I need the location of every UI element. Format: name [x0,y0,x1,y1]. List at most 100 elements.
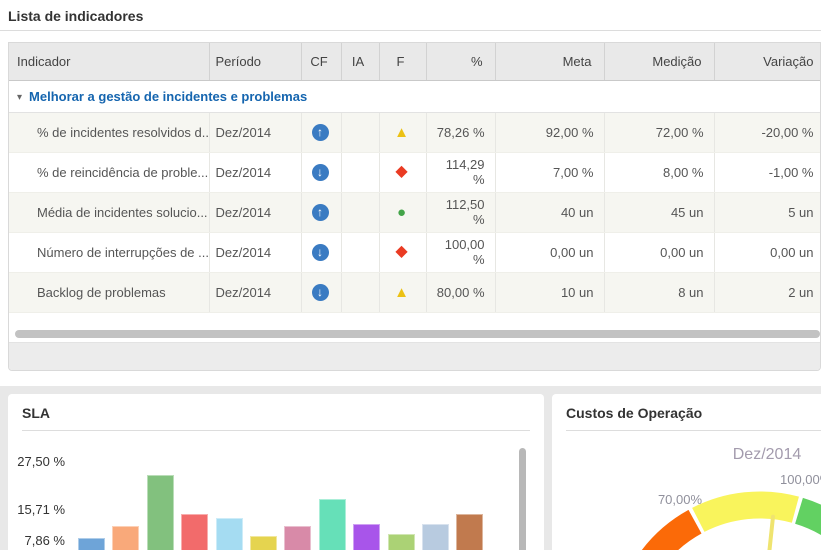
y-axis-tick-label: 7,86 % [24,533,65,549]
pct-cell: 80,00 % [426,272,496,313]
bar [216,518,243,550]
cf-cell: ↓ [301,152,342,193]
meta-cell: 92,00 % [495,112,605,153]
bar [250,535,277,550]
f-cell: ● [379,192,427,233]
indicator-name-cell: Backlog de problemas [9,272,210,313]
gauge-period-label: Dez/2014 [732,446,802,463]
col-header-pct[interactable]: % [426,43,496,81]
meta-cell: 40 un [495,192,605,233]
sla-panel: SLA 27,50 % 15,71 % 7,86 % [8,394,544,550]
meta-cell: 10 un [495,272,605,313]
table-row[interactable]: Número de interrupções de ... Dez/2014 ↓ ◆ 1… [9,232,820,273]
medicao-cell: 8 un [604,272,715,313]
medicao-cell: 72,00 % [604,112,715,153]
trend-down-icon: ↓ [311,163,329,181]
variacao-cell: -20,00 % [714,112,820,153]
indicator-name-cell: % de incidentes resolvidos d... [9,112,210,153]
bar [319,498,346,550]
indicator-name-cell: Número de interrupções de ... [9,232,210,273]
bar [284,525,311,550]
period-cell: Dez/2014 [209,272,302,313]
collapse-caret-icon[interactable]: ▾ [17,91,23,103]
table-header-row: Indicador Período CF IA F % Meta Medição… [9,43,820,81]
period-cell: Dez/2014 [209,192,302,233]
status-ok-icon: ● [396,203,407,221]
meta-cell: 7,00 % [495,152,605,193]
ia-cell [341,272,380,313]
col-header-ia[interactable]: IA [341,43,380,81]
vertical-scrollbar[interactable] [519,448,526,550]
period-cell: Dez/2014 [209,232,302,273]
variacao-cell: -1,00 % [714,152,820,193]
period-cell: Dez/2014 [209,152,302,193]
variacao-cell: 5 un [714,192,820,233]
status-warning-icon: ▲ [394,123,409,141]
ia-cell [341,112,380,153]
pct-cell: 114,29 % [426,152,496,193]
sla-panel-title: SLA [22,394,530,431]
y-axis-tick-label: 15,71 % [17,501,65,517]
bar [181,514,208,550]
status-critical-icon: ◆ [395,163,408,180]
col-header-f[interactable]: F [379,43,427,81]
col-header-cf[interactable]: CF [301,43,342,81]
costs-panel-title: Custos de Operação [566,394,821,431]
bar [353,523,380,550]
status-critical-icon: ◆ [395,243,408,260]
title-divider [0,30,821,31]
gauge-segment [692,491,799,533]
col-header-meta[interactable]: Meta [495,43,605,81]
bar [112,525,139,550]
horizontal-scrollbar[interactable] [15,330,820,338]
trend-down-icon: ↓ [311,243,329,261]
table-row[interactable]: Backlog de problemas Dez/2014 ↓ ▲ 80,00 % 10 … [9,272,820,313]
col-header-periodo[interactable]: Período [209,43,302,81]
cf-cell: ↓ [301,272,342,313]
pct-cell: 112,50 % [426,192,496,233]
ia-cell [341,192,380,233]
table-row[interactable]: Média de incidentes solucio... Dez/2014 ↑ ●… [9,192,820,233]
gauge-needle [767,514,775,550]
table-row[interactable]: % de incidentes resolvidos d... Dez/2014 ↑… [9,112,820,153]
f-cell: ◆ [379,232,427,273]
variacao-cell: 2 un [714,272,820,313]
cf-cell: ↑ [301,192,342,233]
group-label: Melhorar a gestão de incidentes e proble… [29,88,308,104]
col-header-indicador[interactable]: Indicador [9,43,210,81]
ia-cell [341,232,380,273]
table-footer [9,342,820,370]
col-header-variacao[interactable]: Variação [714,43,820,81]
pct-cell: 78,26 % [426,112,496,153]
trend-up-icon: ↑ [311,203,329,221]
col-header-medicao[interactable]: Medição [604,43,715,81]
ia-cell [341,152,380,193]
indicator-table: Indicador Período CF IA F % Meta Medição… [9,43,820,313]
f-cell: ▲ [379,272,427,313]
bar [147,475,174,550]
bar [422,523,449,550]
gauge-segment [641,509,702,550]
indicator-name-cell: Média de incidentes solucio... [9,192,210,233]
medicao-cell: 0,00 un [604,232,715,273]
group-row[interactable]: ▾ Melhorar a gestão de incidentes e probl… [9,80,820,113]
gauge-tick-100: 100,00% [780,472,821,487]
pct-cell: 100,00 % [426,232,496,273]
table-row[interactable]: % de reincidência de proble... Dez/2014 ↓ ◆… [9,152,820,193]
trend-up-icon: ↑ [311,123,329,141]
medicao-cell: 8,00 % [604,152,715,193]
indicator-name-cell: % de reincidência de proble... [9,152,210,193]
gauge-chart [641,491,821,550]
period-cell: Dez/2014 [209,112,302,153]
indicator-rows: % de incidentes resolvidos d... Dez/2014 ↑… [9,112,820,313]
bar [388,534,415,550]
gauge-tick-70: 70,00% [657,492,703,507]
f-cell: ◆ [379,152,427,193]
medicao-cell: 45 un [604,192,715,233]
f-cell: ▲ [379,112,427,153]
trend-down-icon: ↓ [311,283,329,301]
meta-cell: 0,00 un [495,232,605,273]
y-axis-tick-label: 27,50 % [17,454,65,470]
cf-cell: ↓ [301,232,342,273]
variacao-cell: 0,00 un [714,232,820,273]
